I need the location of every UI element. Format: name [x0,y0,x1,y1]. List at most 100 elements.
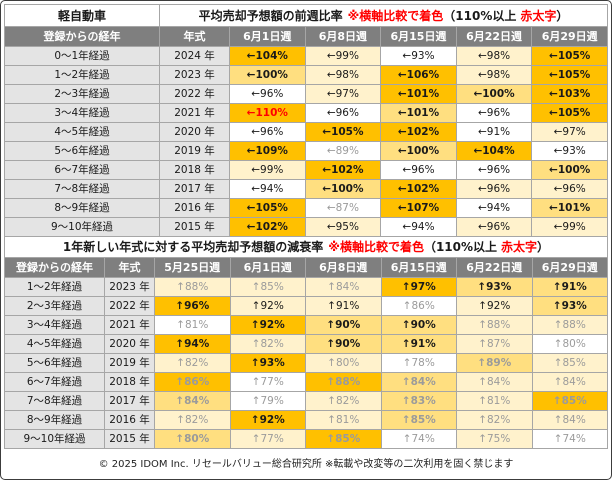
depreciation-rate-value-cell: ↑85% [306,430,382,449]
depreciation-rate-value-cell: ↑83% [381,392,457,411]
weekly-ratio-week-header: 6月29日週 [532,27,608,47]
weekly-ratio-row: 7～8年経過 2017 年 ←94% ←100% ←102% ←96% ←96% [4,180,608,199]
depreciation-rate-row: 6～7年経過 2018 年 ↑86% ↑77% ↑88% ↑84% ↑84% ↑84% [4,373,608,392]
weekly-ratio-value-cell: ←96% [305,104,382,123]
weekly-ratio-row: 8～9年経過 2016 年 ←105% ←87% ←107% ←94% ←101% [4,199,608,218]
weekly-ratio-value-cell: ←96% [456,218,533,237]
depreciation-rate-value-cell: ↑97% [381,278,457,297]
weekly-ratio-week-header: 6月1日週 [230,27,306,47]
depreciation-rate-age-label: 5～6年経過 [4,354,105,373]
weekly-ratio-week-header: 6月15日週 [381,27,457,47]
weekly-ratio-value-cell: ←98% [456,47,533,66]
depreciation-rate-age-label: 1～2年経過 [4,278,105,297]
depreciation-rate-model-year: 2021 年 [105,316,155,335]
depreciation-rate-value-cell: ↑80% [155,430,231,449]
depreciation-rate-value-cell: ↑85% [532,392,608,411]
weekly-ratio-value-cell: ←93% [532,142,608,161]
weekly-ratio-value-cell: ←110% [230,104,306,123]
depreciation-rate-age-label: 4～5年経過 [4,335,105,354]
copyright-footer: © 2025 IDOM Inc. リセールバリュー総合研究所 ※転載や改変等の二… [98,459,514,470]
weekly-ratio-value-cell: ←107% [381,199,457,218]
depreciation-rate-row: 4～5年経過 2020 年 ↑94% ↑82% ↑90% ↑91% ↑87% ↑80% [4,335,608,354]
weekly-ratio-value-cell: ←101% [381,104,457,123]
weekly-ratio-age-label: 7～8年経過 [4,180,160,199]
depreciation-rate-row: 8～9年経過 2016 年 ↑82% ↑92% ↑81% ↑85% ↑82% ↑84% [4,411,608,430]
weekly-ratio-table: 軽自動車 平均売却予想額の前週比率 ※横軸比較で着色 （110%以上 赤太字 ）… [4,4,608,237]
weekly-ratio-model-year-header: 年式 [160,27,230,47]
depreciation-rate-value-cell: ↑80% [532,335,608,354]
weekly-ratio-value-cell: ←100% [230,66,306,85]
depreciation-rate-value-cell: ↑90% [306,335,382,354]
weekly-ratio-model-year: 2015 年 [160,218,230,237]
depreciation-rate-row: 9～10年経過 2015 年 ↑80% ↑77% ↑85% ↑74% ↑75% ↑74% [4,430,608,449]
weekly-ratio-value-cell: ←102% [381,180,457,199]
depreciation-rate-model-year-header: 年式 [105,258,155,278]
weekly-ratio-age-label: 5～6年経過 [4,142,160,161]
legend-emphasis: 赤太字 [501,240,538,254]
depreciation-rate-row: 3～4年経過 2021 年 ↑81% ↑92% ↑90% ↑90% ↑88% ↑88% [4,316,608,335]
depreciation-rate-value-cell: ↑78% [381,354,457,373]
depreciation-rate-week-header: 6月15日週 [381,258,457,278]
weekly-ratio-model-year: 2016 年 [160,199,230,218]
depreciation-rate-value-cell: ↑94% [155,335,231,354]
weekly-ratio-row: 0～1年経過 2024 年 ←104% ←99% ←93% ←98% ←105% [4,47,608,66]
weekly-ratio-value-cell: ←105% [532,104,608,123]
weekly-ratio-age-label: 8～9年経過 [4,199,160,218]
legend-emphasis: 赤太字 [520,8,557,23]
depreciation-rate-value-cell: ↑91% [532,278,608,297]
weekly-ratio-value-cell: ←109% [230,142,306,161]
weekly-ratio-value-cell: ←105% [305,123,382,142]
depreciation-rate-value-cell: ↑82% [306,392,382,411]
vehicle-class-label: 軽自動車 [4,4,160,27]
weekly-ratio-model-year: 2021 年 [160,104,230,123]
weekly-ratio-value-cell: ←94% [456,199,533,218]
depreciation-rate-value-cell: ↑85% [532,354,608,373]
depreciation-rate-value-cell: ↑81% [457,392,533,411]
legend-threshold: （110%以上 [423,240,498,254]
depreciation-rate-week-header: 6月8日週 [306,258,382,278]
depreciation-rate-model-year: 2020 年 [105,335,155,354]
weekly-ratio-value-cell: ←100% [456,85,533,104]
weekly-ratio-value-cell: ←102% [305,161,382,180]
weekly-ratio-row: 5～6年経過 2019 年 ←109% ←89% ←100% ←104% ←93% [4,142,608,161]
depreciation-rate-value-cell: ↑91% [306,297,382,316]
weekly-ratio-value-cell: ←105% [230,199,306,218]
weekly-ratio-week-header: 6月8日週 [305,27,382,47]
weekly-ratio-value-cell: ←93% [381,47,457,66]
weekly-ratio-age-label: 3～4年経過 [4,104,160,123]
depreciation-rate-value-cell: ↑93% [457,278,533,297]
weekly-ratio-value-cell: ←89% [305,142,382,161]
coloring-note: ※横軸比較で着色 [328,240,424,254]
depreciation-rate-table: 1年新しい年式に対する平均売却予想額の減衰率 ※横軸比較で着色 （110%以上 … [4,237,608,449]
weekly-ratio-value-cell: ←97% [532,123,608,142]
weekly-ratio-header-row: 登録からの経年 年式 6月1日週 6月8日週 6月15日週 6月22日週 6月29日週 [4,27,608,47]
depreciation-rate-value-cell: ↑86% [381,297,457,316]
depreciation-rate-age-label: 7～8年経過 [4,392,105,411]
weekly-ratio-value-cell: ←105% [532,66,608,85]
weekly-ratio-value-cell: ←106% [381,66,457,85]
weekly-ratio-value-cell: ←96% [456,180,533,199]
depreciation-rate-value-cell: ↑93% [532,297,608,316]
weekly-ratio-value-cell: ←94% [230,180,306,199]
weekly-ratio-model-year: 2024 年 [160,47,230,66]
depreciation-rate-value-cell: ↑75% [457,430,533,449]
depreciation-rate-row: 7～8年経過 2017 年 ↑84% ↑79% ↑82% ↑83% ↑81% ↑85% [4,392,608,411]
weekly-ratio-model-year: 2023 年 [160,66,230,85]
depreciation-rate-model-year: 2015 年 [105,430,155,449]
weekly-ratio-model-year: 2019 年 [160,142,230,161]
weekly-ratio-age-label: 1～2年経過 [4,66,160,85]
weekly-ratio-model-year: 2020 年 [160,123,230,142]
weekly-ratio-row: 4～5年経過 2020 年 ←96% ←105% ←102% ←91% ←97% [4,123,608,142]
depreciation-rate-week-header: 6月22日週 [457,258,533,278]
depreciation-rate-value-cell: ↑88% [155,278,231,297]
depreciation-rate-value-cell: ↑79% [230,392,306,411]
weekly-ratio-row: 9～10年経過 2015 年 ←102% ←95% ←94% ←96% ←99% [4,218,608,237]
depreciation-rate-model-year: 2016 年 [105,411,155,430]
depreciation-rate-value-cell: ↑92% [230,316,306,335]
depreciation-rate-value-cell: ↑84% [532,411,608,430]
weekly-ratio-model-year: 2017 年 [160,180,230,199]
depreciation-rate-value-cell: ↑81% [306,411,382,430]
weekly-ratio-title: 平均売却予想額の前週比率 ※横軸比較で着色 （110%以上 赤太字 ） [160,4,608,27]
depreciation-rate-value-cell: ↑89% [457,354,533,373]
depreciation-rate-value-cell: ↑92% [457,297,533,316]
